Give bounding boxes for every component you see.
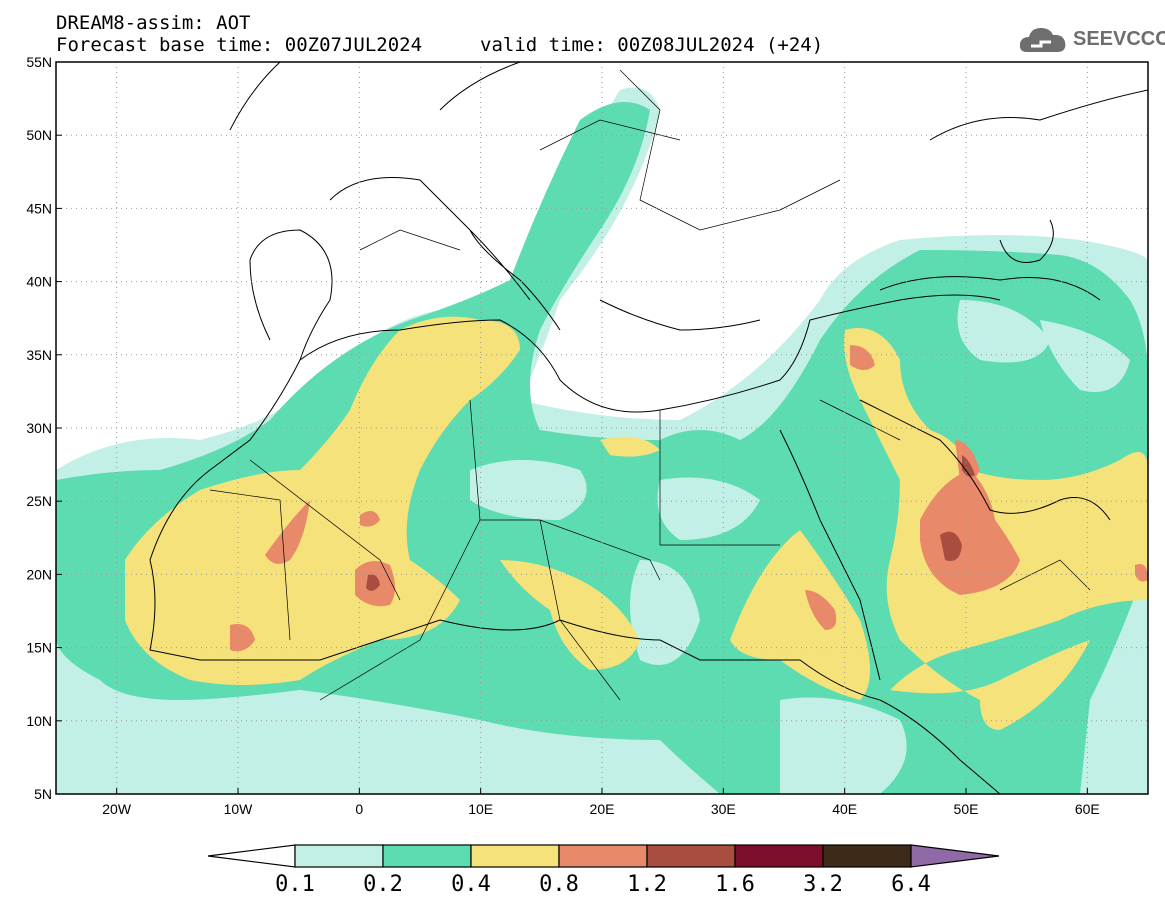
- lat-tick-label: 15N: [26, 640, 52, 656]
- map-grid: [56, 62, 1148, 794]
- lat-tick-label: 10N: [26, 713, 52, 729]
- lat-tick-label: 25N: [26, 493, 52, 509]
- lat-tick-label: 30N: [26, 420, 52, 436]
- lon-tick-label: 10E: [468, 801, 493, 817]
- lon-tick-label: 0: [355, 801, 363, 817]
- colorbar-label: 0.8: [539, 872, 579, 897]
- colorbar-swatch: [294, 844, 384, 868]
- lon-tick-label: 60E: [1075, 801, 1100, 817]
- logo-text: SEEVCCC: [1073, 28, 1165, 50]
- lat-tick-label: 50N: [26, 127, 52, 143]
- cloud-icon: [1019, 28, 1066, 52]
- colorbar: [207, 844, 1000, 868]
- colorbar-arrow-right: [910, 844, 1000, 868]
- colorbar-label: 1.6: [715, 872, 755, 897]
- longitude-labels: 20W 10W 0 10E 20E 30E 40E 50E 60E: [102, 788, 1100, 817]
- forecast-base-time: Forecast base time: 00Z07JUL2024: [56, 34, 423, 56]
- map-title: DREAM8-assim: AOT: [56, 12, 251, 34]
- latitude-labels: 55N 50N 45N 40N 35N 30N 25N 20N 15N 10N 5N: [26, 54, 62, 802]
- colorbar-swatch: [558, 844, 648, 868]
- lon-tick-label: 50E: [954, 801, 979, 817]
- lat-tick-label: 40N: [26, 274, 52, 290]
- colorbar-swatch: [382, 844, 472, 868]
- colorbar-arrow-left: [207, 844, 296, 868]
- colorbar-swatch: [822, 844, 912, 868]
- lon-tick-label: 40E: [832, 801, 857, 817]
- lat-tick-label: 55N: [26, 54, 52, 70]
- colorbar-label: 0.2: [363, 872, 403, 897]
- country-borders: [209, 69, 1091, 701]
- lon-tick-label: 10W: [224, 801, 254, 817]
- aot-band-1.2: [366, 455, 975, 591]
- colorbar-label: 0.4: [451, 872, 491, 897]
- colorbar-label: 6.4: [891, 872, 931, 897]
- seevccc-logo: SEEVCCC: [1017, 22, 1165, 58]
- lat-tick-label: 45N: [26, 200, 52, 216]
- valid-time: valid time: 00Z08JUL2024 (+24): [480, 34, 824, 56]
- lat-tick-label: 5N: [34, 786, 52, 802]
- lat-tick-label: 35N: [26, 347, 52, 363]
- colorbar-swatch: [646, 844, 736, 868]
- lon-tick-label: 20W: [102, 801, 132, 817]
- colorbar-swatch: [470, 844, 560, 868]
- lat-tick-label: 20N: [26, 566, 52, 582]
- lon-tick-label: 20E: [590, 801, 615, 817]
- colorbar-label: 3.2: [803, 872, 843, 897]
- lon-tick-label: 30E: [711, 801, 736, 817]
- aot-band-0.1-inner: [470, 300, 1130, 794]
- colorbar-swatch: [734, 844, 824, 868]
- colorbar-label: 1.2: [627, 872, 667, 897]
- colorbar-label: 0.1: [275, 872, 315, 897]
